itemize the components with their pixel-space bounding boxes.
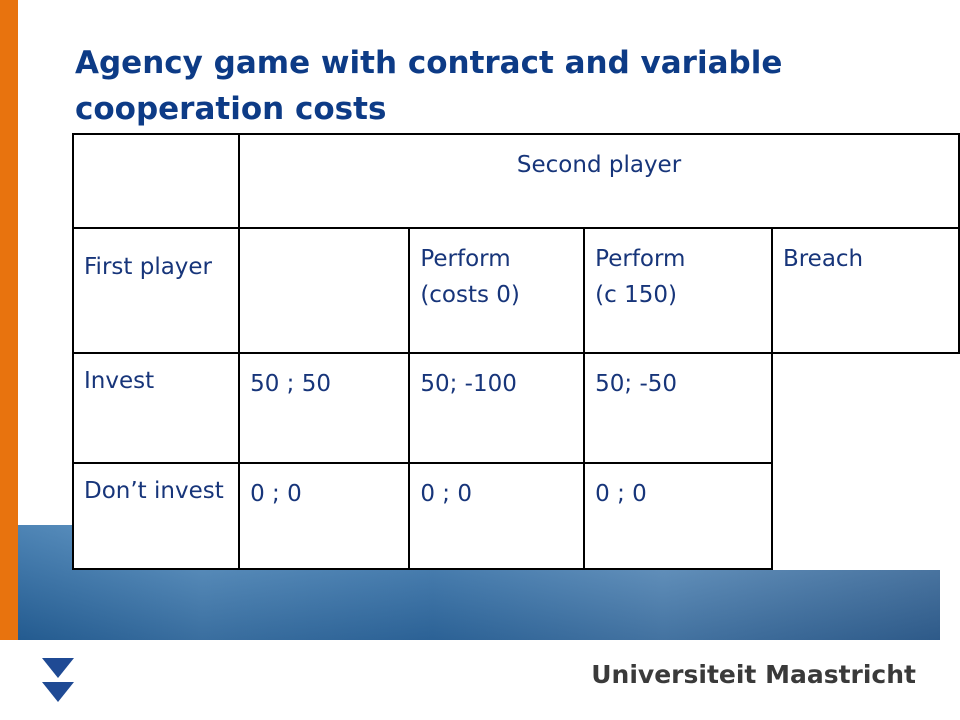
column-group-header: Second player	[238, 133, 960, 229]
university-logo	[42, 658, 74, 702]
table-row: Invest 50 ; 50 50; -100 50; -50	[71, 352, 959, 464]
payoff-cell: 0 ; 0	[238, 462, 411, 570]
slide-title: Agency game with contract and variable c…	[75, 45, 783, 127]
row-header: Don’t invest	[71, 462, 241, 570]
payoff-cell: 0 ; 0	[408, 462, 586, 570]
empty-cell	[238, 227, 411, 354]
payoff-table: Second player First player Perform (costs…	[71, 133, 960, 570]
payoff-cell: 50; -50	[583, 352, 773, 464]
empty-cell	[71, 133, 241, 229]
payoff-cell: 50; -100	[408, 352, 586, 464]
accent-bar	[0, 0, 18, 640]
institution-name: Universiteit Maastricht	[591, 660, 916, 689]
column-header-line: Breach	[782, 246, 864, 272]
payoff-cell: 50 ; 50	[238, 352, 411, 464]
column-header: Perform (c 150)	[583, 227, 773, 354]
column-header: Perform (costs 0)	[408, 227, 586, 354]
column-header-line: (costs 0)	[420, 282, 520, 308]
row-header: Invest	[71, 352, 241, 464]
column-header: Breach	[770, 227, 960, 354]
column-header-line: (c 150)	[595, 282, 677, 308]
column-header-line: Perform	[420, 246, 511, 272]
row-group-header: First player	[71, 227, 241, 354]
payoff-cell: 0 ; 0	[583, 462, 773, 570]
column-header-line: Perform	[595, 246, 686, 272]
